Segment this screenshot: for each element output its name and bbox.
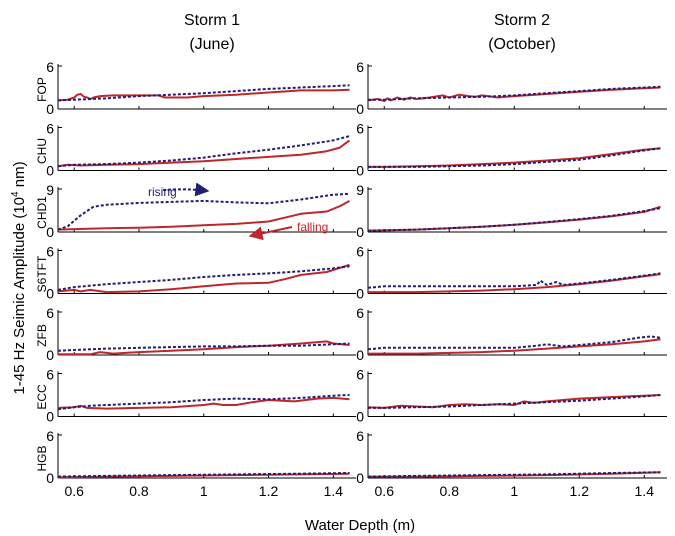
x-tick-label: 0.6 (64, 483, 84, 499)
y-tick-label: 0 (356, 224, 364, 240)
station-label-hgb: HGB (35, 445, 49, 471)
panel-fop-storm2: 06 (356, 59, 667, 117)
falling-line-s6tft-storm2 (368, 274, 661, 292)
x-tick-label: 1.2 (259, 483, 279, 499)
falling-line-chu-storm1 (58, 140, 350, 166)
station-label-zfb: ZFB (35, 324, 49, 347)
y-tick-label: 6 (46, 121, 54, 137)
y-tick-label: 6 (356, 121, 364, 137)
y-axis-title: 1-45 Hz Seimic Amplitude (104 nm) (10, 161, 28, 394)
falling-line-fop-storm2 (368, 88, 661, 102)
falling-line-chd1-storm2 (368, 207, 661, 231)
rising-line-chu-storm2 (368, 148, 661, 167)
panel-chd1-storm2: 09 (356, 182, 667, 240)
y-tick-label: 6 (356, 305, 364, 321)
y-tick-label: 6 (356, 428, 364, 444)
station-label-ecc: ECC (35, 384, 49, 410)
column-subtitle-storm1: (June) (189, 36, 234, 53)
column-subtitle-storm2: (October) (488, 36, 556, 53)
station-label-fop: FOP (35, 77, 49, 102)
x-tick-label: 1.4 (324, 483, 344, 499)
y-tick-label: 6 (356, 59, 364, 75)
y-tick-label: 0 (46, 347, 54, 363)
y-tick-label: 0 (356, 409, 364, 425)
y-tick-label: 0 (46, 409, 54, 425)
column-title-storm1: Storm 1 (184, 12, 240, 29)
panel-chu-storm2: 06 (356, 121, 667, 179)
y-tick-label: 9 (46, 182, 54, 198)
panel-hgb-storm2: 06 (356, 428, 667, 486)
x-axis-title: Water Depth (m) (305, 517, 415, 534)
falling-annotation: falling (297, 220, 328, 234)
falling-line-ecc-storm2 (368, 395, 661, 408)
x-tick-label: 0.8 (129, 483, 149, 499)
station-label-chu: CHU (35, 138, 49, 164)
x-tick-label: 1 (510, 483, 518, 499)
panel-zfb-storm2: 06 (356, 305, 667, 363)
x-tick-label: 1.4 (635, 483, 655, 499)
column-title-storm2: Storm 2 (494, 12, 550, 29)
station-label-chd1: CHD1 (35, 196, 49, 229)
x-tick-label: 1 (200, 483, 208, 499)
panel-s6tft-storm2: 06 (356, 244, 667, 302)
x-tick-label: 0.8 (440, 483, 460, 499)
y-tick-label: 0 (356, 163, 364, 179)
panel-ecc-storm2: 06 (356, 367, 667, 425)
falling-line-fop-storm1 (58, 90, 350, 101)
x-tick-label: 0.6 (375, 483, 395, 499)
y-tick-label: 0 (356, 470, 364, 486)
panel-grid: 06FOP0606CHU0609CHD10906S6TFT0606ZFB0606… (35, 59, 667, 486)
rising-line-chd1-storm2 (368, 208, 661, 231)
panel-zfb-storm1: 0 6 ZFB (35, 305, 356, 363)
rising-line-ecc-storm1 (58, 395, 350, 409)
y-tick-label: 6 (356, 244, 364, 260)
rising-line-fop-storm1 (58, 85, 350, 100)
y-tick-label: 6 (356, 367, 364, 383)
panel-fop-storm1: 0 6 FOP (35, 59, 356, 117)
y-tick-label: 6 (46, 59, 54, 75)
y-axis-title-suffix: nm) (11, 161, 28, 191)
y-tick-label: 0 (356, 347, 364, 363)
falling-line-s6tft-storm1 (58, 265, 350, 292)
rising-line-zfb-storm2 (368, 336, 661, 349)
y-tick-label: 0 (356, 101, 364, 117)
x-tick-label: 1.2 (570, 483, 590, 499)
y-tick-label: 6 (46, 428, 54, 444)
rising-annotation: rising (148, 185, 177, 199)
y-tick-label: 0 (356, 286, 364, 302)
y-tick-label: 9 (356, 182, 364, 198)
y-tick-label: 6 (46, 367, 54, 383)
falling-line-zfb-storm2 (368, 339, 661, 353)
y-tick-label: 0 (46, 101, 54, 117)
y-axis-title-prefix: 1-45 Hz Seimic Amplitude (10 (11, 197, 28, 395)
y-tick-label: 6 (46, 305, 54, 321)
station-label-s6tft: S6TFT (35, 255, 49, 292)
